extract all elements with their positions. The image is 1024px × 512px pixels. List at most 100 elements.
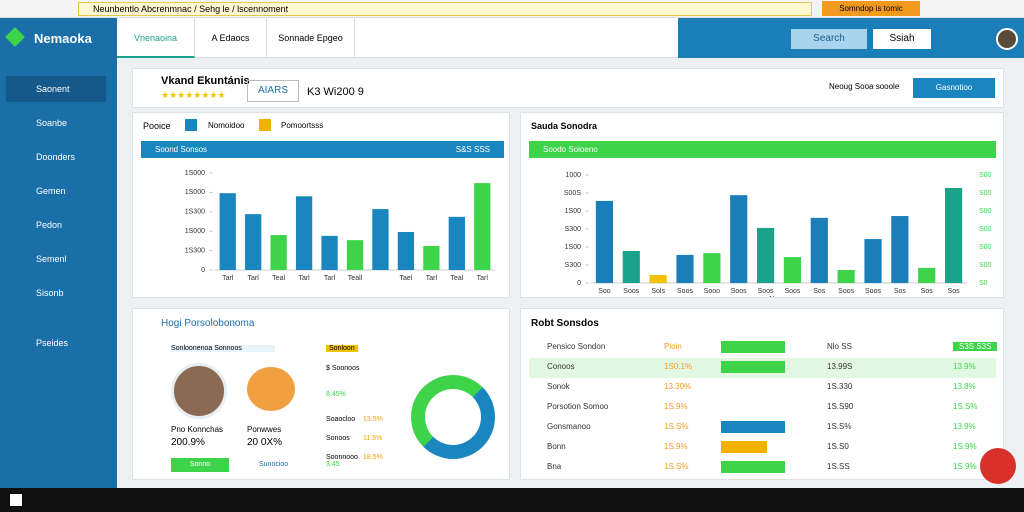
tab[interactable]: A Edaocs — [195, 18, 267, 58]
bar — [730, 195, 748, 283]
y2-tick-label: S0 — [979, 280, 988, 287]
address-bar[interactable]: Neunbentlo Abcrenmnac / Sehg le / lscenn… — [78, 2, 812, 16]
y-tick-label: 1S000 — [185, 228, 205, 235]
x-tick-label: Tarl — [222, 275, 234, 282]
nav-item[interactable]: Doonders — [36, 152, 76, 162]
x-tick-label: Soos — [731, 288, 747, 295]
tab[interactable]: Vnenaoina — [117, 18, 195, 58]
x-tick-label: Sos — [813, 288, 826, 295]
y-tick-label: 1S00 — [565, 208, 581, 215]
bar — [676, 254, 694, 283]
left-chart: 0 1S300 1S000 1S300 1S000 1S000 Tarl Tarl Teal Ta… — [185, 170, 495, 282]
bar — [837, 270, 855, 283]
stars: ★★★★★★★★ — [161, 90, 226, 100]
search-field[interactable]: Ssiah — [873, 29, 931, 49]
bar — [649, 275, 667, 283]
x-tick-label: Soos — [677, 288, 693, 295]
avatar[interactable] — [996, 28, 1018, 50]
cell: 13.30% — [664, 382, 692, 391]
sidebar: Nemaoka Saonent Soanbe Doonders Gemen Pedon S… — [0, 18, 117, 488]
person-name: Pno Konnchas — [171, 425, 224, 434]
header-button[interactable]: Gasnotioo — [913, 78, 995, 98]
tab[interactable]: Sonnade Epgeo — [267, 18, 355, 58]
bar — [864, 239, 882, 283]
row-label: Soaocloo — [326, 416, 356, 423]
cell: 1S.330 — [827, 382, 853, 391]
cell: 13.9% — [953, 422, 976, 431]
bar — [783, 257, 802, 283]
y2-tick-label: S00 — [979, 190, 992, 197]
right-chart: 0 S300 1S00 S300 1S00 S00S 1000 S0 S00 S00 S00 S00 S… — [564, 172, 992, 297]
cell: 1S.SS — [827, 462, 850, 471]
x-tick-label: Tarl — [477, 275, 489, 282]
left-chart-card: Pooice Nomoidoo Pomoortsss Soond Sonsos S… — [132, 112, 510, 298]
taskbar — [0, 488, 1024, 512]
legend-label: Nomoidoo — [208, 121, 245, 130]
nav-item[interactable]: Semenl — [36, 254, 67, 264]
button[interactable]: Sonno — [171, 458, 229, 472]
nav-item[interactable]: Soanbe — [36, 118, 68, 128]
cell: 1S.9% — [953, 462, 977, 471]
cell: 13.99S — [827, 362, 853, 371]
x-tick-label: Soo — [598, 288, 611, 295]
row-value: 11.5% — [363, 435, 383, 442]
nav-item[interactable]: Pedon — [36, 220, 63, 230]
badge[interactable]: Somndop is tomic — [822, 1, 920, 16]
banner-right: S&S SSS — [455, 145, 490, 154]
cell: 1S.S% — [827, 422, 852, 431]
y-tick-label: 1S000 — [185, 170, 205, 177]
link[interactable]: Sunocioo — [259, 461, 289, 468]
cell: Bonn — [547, 442, 566, 451]
x-tick-label: Soos — [784, 288, 800, 295]
cell: 1S.9% — [953, 442, 977, 451]
chip[interactable]: AIARS — [247, 80, 299, 102]
row-bar — [721, 461, 785, 473]
y-tick-label: S300 — [565, 262, 581, 269]
nav-item[interactable]: Saonent — [6, 76, 106, 102]
card-title: Hogi Porsolobonoma — [161, 318, 255, 329]
x-tick-label: Sols — [651, 288, 665, 295]
nav-item[interactable]: Sisonb — [36, 288, 64, 298]
cell: Conoos — [547, 362, 575, 371]
nav-item[interactable]: Gemen — [36, 186, 66, 196]
fab[interactable] — [980, 448, 1016, 484]
cell: Porsotion Somoo — [547, 402, 609, 411]
note: Neoug Sooa sooole — [829, 82, 900, 91]
cell: Nlo SS — [827, 342, 852, 351]
y-tick-label: 1S300 — [185, 247, 205, 254]
person-value: 200.9% — [171, 437, 205, 448]
header-card: Vkand Ekuntánis ★★★★★★★★ AIARS K3 Wi200 … — [132, 68, 1004, 108]
nav-item[interactable]: Pseides — [36, 338, 69, 348]
x-tick-label: Soos — [758, 288, 774, 295]
tag: Sonloon — [326, 345, 358, 352]
chart-title: Pooice — [143, 121, 171, 131]
search-button[interactable]: Search — [791, 29, 867, 49]
x-tick-label: Tarl — [298, 275, 310, 282]
bar — [810, 217, 828, 283]
row-label: Soonnooo — [326, 454, 358, 461]
bar — [448, 216, 465, 270]
x-tick-label: Sooo — [704, 288, 720, 295]
y2-tick-label: S00 — [979, 226, 992, 233]
bar — [219, 193, 236, 270]
x-tick-label: Teall — [348, 275, 363, 282]
illustration — [247, 367, 295, 411]
banner-text: Soond Sonsos — [155, 145, 208, 154]
y2-tick-label: S00 — [979, 172, 992, 179]
start-icon[interactable] — [10, 494, 22, 506]
y-tick-label: 1S300 — [185, 209, 205, 216]
bar — [622, 250, 640, 283]
banner: Soodo Soioeno — [529, 141, 996, 158]
cell: 1S.9% — [664, 442, 688, 451]
y-tick-label: S300 — [565, 226, 581, 233]
cell: Ploin — [664, 342, 682, 351]
y-tick-label: 1S00 — [565, 244, 581, 251]
row-bar — [721, 421, 785, 433]
row-bar — [721, 361, 785, 373]
x-tick-label: Tarl — [324, 275, 336, 282]
legend-label: Pomoortsss — [281, 121, 324, 130]
pct: 8.45% — [326, 391, 346, 398]
cell: 13.8% — [953, 382, 976, 391]
bar — [756, 227, 775, 283]
